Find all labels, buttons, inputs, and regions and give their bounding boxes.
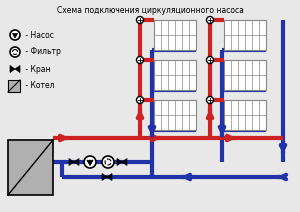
Circle shape <box>136 17 143 24</box>
Polygon shape <box>12 33 18 38</box>
Bar <box>154 60 196 90</box>
Circle shape <box>206 17 214 24</box>
Polygon shape <box>117 159 122 166</box>
Text: - Котел: - Котел <box>23 81 55 91</box>
Bar <box>154 20 196 50</box>
Bar <box>224 60 266 90</box>
Polygon shape <box>107 173 112 180</box>
Bar <box>8 140 53 195</box>
Text: Схема подключения циркуляционного насоса: Схема подключения циркуляционного насоса <box>57 6 243 15</box>
Polygon shape <box>74 159 79 166</box>
Circle shape <box>136 57 143 64</box>
Polygon shape <box>87 160 93 166</box>
Polygon shape <box>69 159 74 166</box>
Circle shape <box>10 47 20 57</box>
Circle shape <box>206 96 214 103</box>
Polygon shape <box>10 66 15 73</box>
Circle shape <box>136 96 143 103</box>
Polygon shape <box>122 159 127 166</box>
Circle shape <box>84 156 96 168</box>
Bar <box>8 80 20 92</box>
Circle shape <box>102 156 114 168</box>
Bar <box>154 100 196 130</box>
Text: - Фильтр: - Фильтр <box>23 47 61 57</box>
Circle shape <box>10 30 20 40</box>
Circle shape <box>206 57 214 64</box>
Text: - Насос: - Насос <box>23 31 54 39</box>
Bar <box>224 100 266 130</box>
Polygon shape <box>15 66 20 73</box>
Bar <box>224 20 266 50</box>
Polygon shape <box>102 173 107 180</box>
Text: - Кран: - Кран <box>23 64 51 74</box>
